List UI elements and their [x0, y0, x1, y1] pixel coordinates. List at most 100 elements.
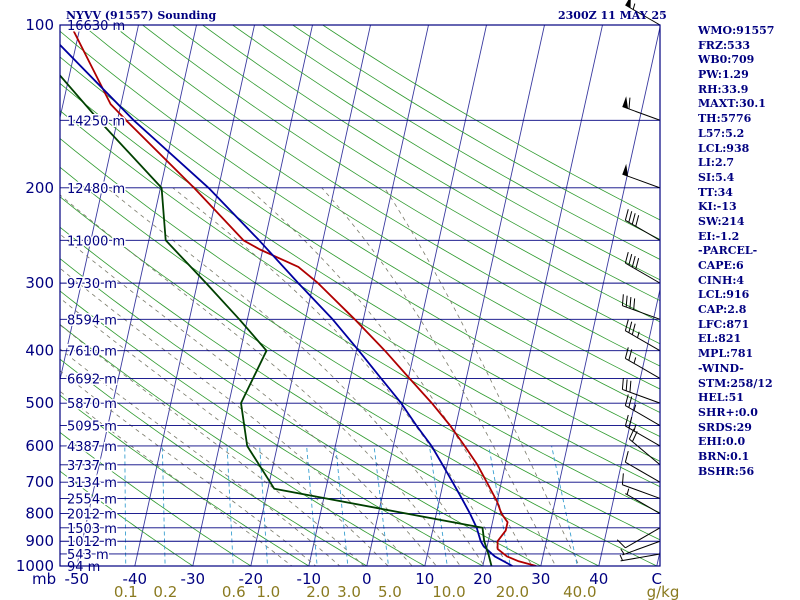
dry-adiabat-line: [202, 25, 660, 302]
height-label: 7610 m: [67, 345, 117, 360]
height-label: 3134 m: [67, 476, 117, 491]
wind-barb: [624, 414, 661, 447]
moist-adiabat-line: [247, 187, 533, 566]
height-label: 12480 m: [67, 182, 125, 197]
index-item: MPL:781: [698, 347, 754, 361]
mixing-ratio-line: [429, 445, 448, 566]
height-label: 5870 m: [67, 397, 117, 412]
index-item: EHI:0.0: [698, 435, 746, 449]
isotherm-line: [366, 25, 487, 566]
dry-adiabat-line: [60, 290, 484, 566]
isotherm-line: [308, 25, 429, 566]
isotherm-line: [482, 25, 603, 566]
height-label: 6692 m: [67, 372, 117, 387]
mixing-ratio-label: 0.2: [153, 583, 177, 600]
dry-adiabat-line: [60, 110, 660, 488]
index-item: -PARCEL-: [698, 244, 758, 258]
pressure-tick-label: 900: [25, 532, 54, 550]
pressure-tick-label: 100: [25, 16, 54, 34]
mixing-ratio-line: [551, 445, 578, 566]
isotherm-line: [0, 13, 25, 578]
height-label: 4387 m: [67, 440, 117, 455]
index-item: TT:34: [698, 185, 733, 199]
isobar-lines: [60, 24, 660, 567]
dry-adiabat-line: [60, 82, 660, 462]
wind-barb: [621, 473, 661, 499]
temperature-tick-label: -30: [181, 570, 206, 588]
wind-barb: [622, 163, 661, 189]
height-label: 1012 m: [67, 535, 117, 550]
index-item: L57:5.2: [698, 126, 745, 140]
mixing-ratio-line: [124, 445, 127, 566]
moist-adiabat-line: [60, 324, 365, 566]
isotherm-line: [598, 287, 660, 566]
isotherm-line: [192, 25, 313, 566]
index-item: WMO:91557: [698, 24, 775, 37]
height-label: 1503 m: [67, 522, 117, 537]
mixing-ratio-line: [259, 445, 268, 566]
index-item: SRDS:29: [698, 420, 752, 434]
isotherm-line: [540, 25, 660, 566]
dry-adiabat-line: [60, 56, 660, 438]
temperature-tick-label: -20: [239, 570, 264, 588]
dry-adiabat-line: [60, 470, 194, 566]
wind-barb: [622, 96, 661, 121]
height-label: 2554 m: [67, 492, 117, 507]
index-item: LCL:916: [698, 288, 750, 302]
mixing-ratio-label: 10.0: [432, 583, 465, 600]
x-axis-label: mb: [32, 570, 56, 588]
index-item: EL:821: [698, 332, 742, 346]
wind-barb: [619, 553, 661, 562]
index-item: CAP:2.8: [698, 303, 747, 317]
index-item: CAPE:6: [698, 259, 744, 272]
pressure-tick-label: 300: [25, 274, 54, 292]
dewpoint-profile: [60, 74, 493, 566]
pressure-tick-label: 700: [25, 473, 54, 491]
pressure-tick-label: 1000: [16, 557, 54, 575]
mixing-ratio-line: [373, 445, 389, 566]
index-item: BSHR:56: [698, 464, 755, 478]
index-item: WB0:709: [698, 53, 755, 67]
index-item: LI:2.7: [698, 156, 735, 170]
moist-adiabat-lines: [60, 187, 580, 566]
dry-adiabat-line: [82, 25, 660, 390]
wind-barb: [624, 347, 661, 379]
mixing-ratio-line: [226, 445, 234, 566]
dry-adiabat-line: [60, 30, 660, 413]
index-item: RH:33.9: [698, 82, 749, 96]
dry-adiabat-line: [232, 25, 660, 281]
temperature-tick-label: C: [652, 570, 662, 588]
mixing-ratio-label: 40.0: [563, 583, 596, 600]
height-label: 11000 m: [67, 234, 125, 249]
index-item: MAXT:30.1: [698, 97, 766, 111]
chart-datetime: 2300Z 11 MAY 25: [558, 9, 667, 22]
pressure-tick-label: 600: [25, 437, 54, 455]
dry-adiabat-line: [60, 138, 660, 514]
dry-adiabat-lines: [60, 25, 660, 566]
dry-adiabat-line: [60, 166, 660, 541]
dry-adiabat-line: [142, 25, 660, 345]
temperature-tick-label: 10: [415, 570, 434, 588]
wind-barb: [624, 251, 661, 284]
moist-adiabat-line: [106, 187, 485, 566]
height-label: 5095 m: [67, 420, 117, 435]
mixing-ratio-line: [306, 445, 318, 566]
mixing-ratio-label: 20.0: [496, 583, 529, 600]
mixing-ratio-label: 0.6: [222, 583, 246, 600]
index-item: -WIND-: [698, 361, 744, 375]
temperature-profile: [69, 25, 537, 566]
pressure-tick-label: 400: [25, 342, 54, 360]
wind-barb: [625, 0, 661, 26]
moist-adiabat-line: [60, 194, 461, 566]
mixing-ratio-label: 0.1: [114, 583, 138, 600]
dry-adiabat-line: [60, 431, 252, 566]
index-item: SW:214: [698, 214, 745, 228]
index-item: SI:5.4: [698, 170, 735, 184]
height-label: 3737 m: [67, 459, 117, 474]
height-label: 543 m: [67, 548, 109, 563]
height-label: 9730 m: [67, 277, 117, 292]
height-label: 2012 m: [67, 508, 117, 523]
wind-barb: [624, 394, 661, 426]
moist-adiabat-line: [60, 348, 341, 566]
moist-adiabat-line: [321, 187, 557, 566]
